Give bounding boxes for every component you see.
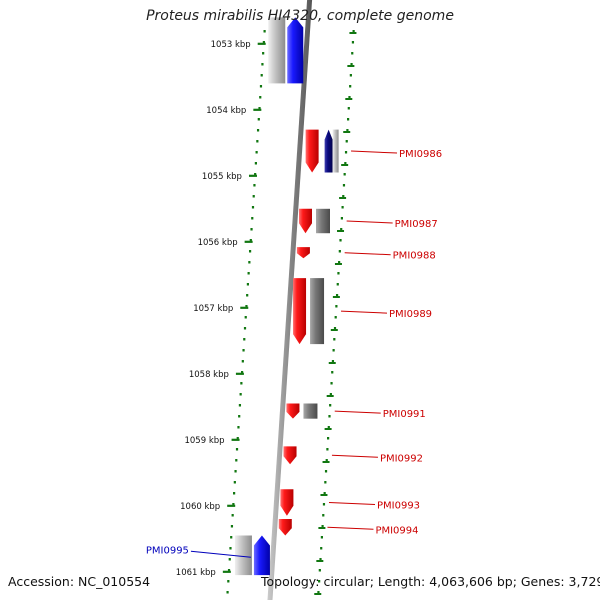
gene-label-leader bbox=[334, 410, 381, 414]
gene-label-leader bbox=[331, 454, 378, 458]
forward-gene-arrow bbox=[286, 403, 300, 419]
gene-label-leader bbox=[346, 220, 393, 224]
reverse-gene-arrow bbox=[287, 17, 304, 84]
orthologue-box bbox=[332, 129, 339, 173]
orthologue-box bbox=[303, 403, 318, 419]
kbp-scale: 1053 kbp 1054 kbp 1055 kbp 1056 kbp 1057 kbp… bbox=[176, 40, 266, 578]
forward-gene-arrow bbox=[298, 208, 312, 234]
forward-gene-arrow bbox=[293, 278, 307, 345]
orthologue-box bbox=[315, 208, 330, 234]
gene-label: PMI0991 bbox=[383, 409, 426, 420]
gene-label-leader bbox=[190, 550, 251, 558]
scale-strands bbox=[226, 30, 357, 595]
gene-label: PMI0993 bbox=[377, 501, 420, 512]
orthologue-box bbox=[268, 17, 286, 84]
reverse-gene-arrow bbox=[253, 535, 270, 576]
gene-label: PMI0992 bbox=[380, 453, 423, 464]
reverse-gene-arrow bbox=[324, 129, 333, 173]
gene-label: PMI0995 bbox=[146, 545, 189, 556]
gene-label-leader bbox=[340, 310, 388, 314]
gene-label-leader bbox=[351, 150, 398, 154]
kbp-tick-label: 1054 kbp bbox=[206, 106, 246, 116]
map-title: Proteus mirabilis HI4320, complete genom… bbox=[146, 8, 454, 24]
gene-label: PMI0986 bbox=[399, 149, 442, 160]
forward-gene-arrow bbox=[278, 519, 292, 536]
forward-gene-arrow bbox=[283, 446, 297, 465]
forward-gene-arrow bbox=[296, 247, 310, 259]
forward-gene-arrow bbox=[280, 489, 294, 516]
kbp-tick-label: 1053 kbp bbox=[211, 40, 251, 50]
kbp-tick-label: 1056 kbp bbox=[198, 238, 238, 248]
gene-label: PMI0988 bbox=[393, 251, 436, 262]
kbp-tick-label: 1055 kbp bbox=[202, 172, 242, 182]
gene-label-leader bbox=[328, 502, 376, 505]
kbp-tick-label: 1057 kbp bbox=[193, 304, 233, 314]
gene-label-leader bbox=[327, 526, 374, 530]
accession-label: Accession: NC_010554 bbox=[8, 574, 151, 589]
kbp-tick-label: 1061 kbp bbox=[176, 568, 216, 578]
gene-label: PMI0987 bbox=[395, 219, 438, 230]
gene-label: PMI0994 bbox=[375, 525, 418, 536]
genome-backbone bbox=[267, 0, 313, 600]
gene-label-leader bbox=[344, 252, 391, 256]
orthologue-box bbox=[234, 535, 252, 576]
kbp-tick-label: 1058 kbp bbox=[189, 370, 229, 380]
kbp-tick-label: 1060 kbp bbox=[180, 502, 220, 512]
topology-info: Topology: circular; Length: 4,063,606 bp… bbox=[261, 574, 600, 589]
forward-gene-arrow bbox=[305, 129, 319, 173]
gene-label: PMI0989 bbox=[389, 309, 432, 320]
kbp-tick-label: 1059 kbp bbox=[184, 436, 224, 446]
orthologue-box bbox=[310, 278, 325, 345]
